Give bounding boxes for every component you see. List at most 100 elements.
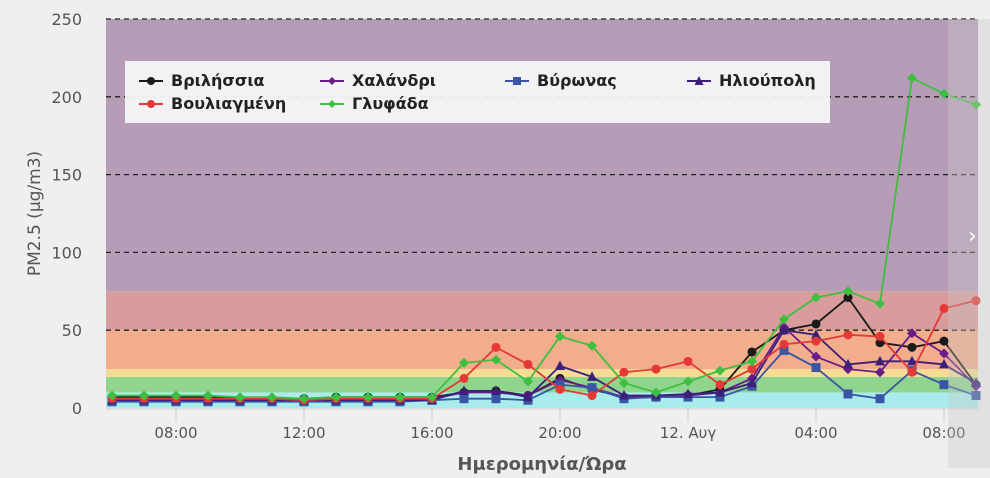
legend-label: Βουλιαγμένη bbox=[171, 94, 287, 113]
data-point bbox=[491, 354, 501, 365]
x-tick-label: 12:00 bbox=[282, 424, 325, 442]
data-point bbox=[939, 380, 949, 390]
data-point bbox=[747, 356, 757, 367]
legend-item-chalandri[interactable]: Χαλάνδρι bbox=[320, 71, 436, 90]
data-point bbox=[459, 394, 469, 404]
data-point bbox=[971, 296, 981, 306]
data-point bbox=[459, 357, 469, 368]
data-point bbox=[811, 363, 821, 373]
data-point bbox=[843, 286, 853, 297]
data-point bbox=[875, 394, 885, 404]
legend-item-vrilissia[interactable]: Βριλήσσια bbox=[139, 71, 265, 90]
legend-label: Βριλήσσια bbox=[171, 71, 265, 90]
data-point bbox=[523, 391, 533, 402]
data-point bbox=[491, 342, 501, 352]
data-point bbox=[811, 351, 821, 362]
data-point bbox=[939, 88, 949, 99]
data-point bbox=[619, 390, 629, 400]
data-point bbox=[747, 347, 757, 357]
legend-item-vyronas[interactable]: Βύρωνας bbox=[505, 71, 617, 90]
data-point bbox=[299, 393, 309, 404]
legend-label: Βύρωνας bbox=[537, 71, 617, 90]
legend-label: Γλυφάδα bbox=[352, 94, 429, 113]
band-2 bbox=[106, 369, 978, 377]
series-line bbox=[112, 349, 977, 403]
data-point bbox=[715, 386, 725, 397]
x-tick-label: 08:00 bbox=[922, 424, 965, 442]
data-point bbox=[555, 384, 565, 394]
data-point bbox=[587, 391, 597, 401]
data-point bbox=[491, 394, 501, 404]
y-axis-title: PM2.5 (μg/m3) bbox=[25, 151, 45, 276]
data-point bbox=[491, 385, 501, 395]
legend-item-glyfada[interactable]: Γλυφάδα bbox=[320, 94, 429, 113]
data-point bbox=[651, 387, 661, 398]
data-point bbox=[875, 367, 885, 378]
legend-item-ilioupoli[interactable]: Ηλιούπολη bbox=[687, 71, 816, 90]
data-point bbox=[683, 388, 693, 398]
data-point bbox=[427, 392, 437, 403]
data-point bbox=[875, 355, 885, 366]
x-axis-title: Ημερομηνία/Ώρα bbox=[457, 454, 626, 475]
data-point bbox=[555, 380, 565, 390]
data-point bbox=[523, 376, 533, 387]
data-point bbox=[587, 371, 597, 381]
data-point bbox=[971, 377, 981, 388]
next-arrow-icon[interactable]: › bbox=[968, 224, 977, 249]
x-tick-label: 04:00 bbox=[794, 424, 837, 442]
data-point bbox=[459, 385, 469, 395]
data-point bbox=[907, 355, 917, 366]
data-point bbox=[939, 348, 949, 359]
legend-label: Χαλάνδρι bbox=[352, 71, 437, 90]
y-tick-label: 200 bbox=[51, 88, 82, 107]
legend-marker-icon bbox=[139, 99, 163, 108]
data-point bbox=[683, 356, 693, 366]
x-tick-label: 12. Αυγ bbox=[660, 424, 717, 442]
legend: Βριλήσσια Βουλιαγμένη Χαλάνδρι Γλυφάδα Β… bbox=[125, 61, 830, 123]
legend-marker-icon bbox=[139, 76, 163, 85]
data-point bbox=[939, 303, 949, 313]
data-point bbox=[811, 292, 821, 303]
legend-label: Ηλιούπολη bbox=[719, 71, 816, 90]
data-point bbox=[907, 342, 917, 352]
legend-item-vouliagmeni[interactable]: Βουλιαγμένη bbox=[139, 94, 286, 113]
data-point bbox=[107, 390, 117, 401]
data-point bbox=[875, 298, 885, 309]
data-point bbox=[587, 340, 597, 351]
data-point bbox=[811, 319, 821, 329]
y-tick-label: 0 bbox=[72, 399, 82, 418]
data-point bbox=[747, 377, 757, 388]
legend-marker-icon bbox=[505, 76, 529, 85]
data-point bbox=[779, 324, 789, 335]
legend-marker-icon bbox=[320, 99, 344, 108]
data-point bbox=[843, 389, 853, 399]
y-tick-label: 150 bbox=[51, 166, 82, 185]
data-point bbox=[907, 73, 917, 84]
data-point bbox=[139, 390, 149, 401]
data-point bbox=[843, 293, 853, 303]
y-tick-label: 250 bbox=[51, 10, 82, 29]
data-point bbox=[331, 392, 341, 403]
data-point bbox=[555, 360, 565, 370]
series-line bbox=[112, 329, 977, 402]
legend-marker-icon bbox=[687, 75, 711, 85]
data-point bbox=[907, 328, 917, 339]
data-point bbox=[971, 391, 981, 401]
series-line bbox=[112, 299, 977, 402]
data-point bbox=[171, 390, 181, 401]
band-5 bbox=[106, 19, 978, 292]
data-point bbox=[523, 359, 533, 369]
scroll-overlay bbox=[948, 19, 990, 468]
data-point bbox=[875, 331, 885, 341]
data-point bbox=[811, 329, 821, 339]
data-point bbox=[619, 367, 629, 377]
x-tick-label: 16:00 bbox=[410, 424, 453, 442]
data-point bbox=[811, 336, 821, 346]
series-line bbox=[112, 76, 977, 400]
data-point bbox=[555, 331, 565, 342]
data-point bbox=[875, 338, 885, 348]
data-point bbox=[747, 364, 757, 374]
data-point bbox=[363, 392, 373, 403]
x-tick-label: 08:00 bbox=[154, 424, 197, 442]
data-point bbox=[683, 376, 693, 387]
